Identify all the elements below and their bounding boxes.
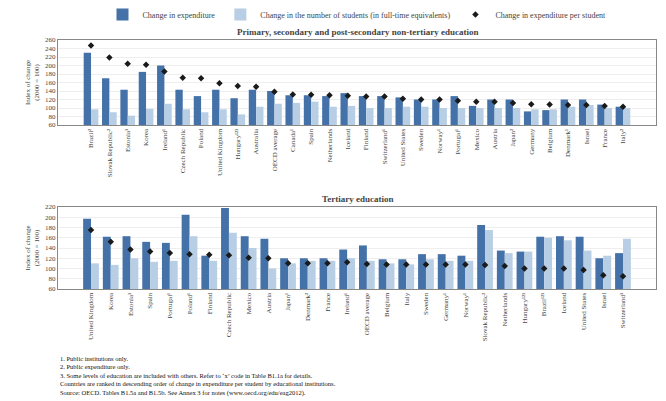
svg-text:Belgium: Belgium xyxy=(383,292,391,317)
svg-text:Netherlands: Netherlands xyxy=(326,129,334,163)
svg-text:Ireland¹: Ireland¹ xyxy=(343,293,351,315)
svg-text:260: 260 xyxy=(45,36,56,44)
svg-text:Sweden: Sweden xyxy=(422,292,430,315)
svg-text:Spain: Spain xyxy=(307,128,315,144)
svg-text:Japan²: Japan² xyxy=(509,129,517,147)
svg-text:120: 120 xyxy=(45,255,56,263)
svg-text:Denmark²: Denmark² xyxy=(304,293,312,321)
svg-text:Slovak Republic²: Slovak Republic² xyxy=(106,129,114,178)
svg-text:United Kingdom: United Kingdom xyxy=(216,128,224,176)
svg-text:Mexico: Mexico xyxy=(473,128,481,150)
svg-text:140: 140 xyxy=(45,87,56,95)
svg-text:Poland¹: Poland¹ xyxy=(186,293,194,315)
svg-text:Ireland¹: Ireland¹ xyxy=(161,129,169,151)
svg-text:OECD average: OECD average xyxy=(271,129,279,172)
svg-text:Germany: Germany xyxy=(528,128,536,155)
svg-text:Czech Republic: Czech Republic xyxy=(179,129,187,174)
svg-text:Norway¹: Norway¹ xyxy=(462,293,470,318)
svg-text:United Kingdom: United Kingdom xyxy=(87,292,95,340)
svg-text:Australia: Australia xyxy=(252,128,260,155)
svg-text:OECD average: OECD average xyxy=(363,293,371,336)
svg-text:Switzerland¹: Switzerland¹ xyxy=(381,129,389,165)
svg-text:220: 220 xyxy=(45,203,56,211)
svg-text:Brazil²: Brazil² xyxy=(87,129,95,148)
svg-text:180: 180 xyxy=(45,70,56,78)
svg-text:Change in the number of studen: Change in the number of students (in ful… xyxy=(260,11,450,20)
svg-text:Index of change(2000 = 100): Index of change(2000 = 100) xyxy=(24,225,41,270)
svg-text:Italy: Italy xyxy=(403,292,411,305)
svg-text:Finland: Finland xyxy=(206,292,214,314)
svg-text:1. Public institutions only.2.: 1. Public institutions only.2. Public ex… xyxy=(60,355,336,397)
svg-text:United States: United States xyxy=(580,293,588,331)
svg-text:Sweden: Sweden xyxy=(417,128,425,151)
svg-text:200: 200 xyxy=(45,62,56,70)
svg-text:Primary, secondary and post-se: Primary, secondary and post-secondary no… xyxy=(237,27,478,37)
svg-text:Estonia³: Estonia³ xyxy=(127,293,135,316)
svg-text:160: 160 xyxy=(45,234,56,242)
svg-text:Netherlands: Netherlands xyxy=(501,293,509,327)
svg-text:Iceland: Iceland xyxy=(344,128,352,149)
svg-text:Austria: Austria xyxy=(265,292,273,314)
svg-text:Korea: Korea xyxy=(107,292,115,310)
svg-text:Denmark¹: Denmark¹ xyxy=(564,129,572,157)
svg-text:Index of change(2000 = 100): Index of change(2000 = 100) xyxy=(24,60,41,105)
svg-text:Estonia³: Estonia³ xyxy=(124,129,132,152)
svg-text:Belgium: Belgium xyxy=(546,128,554,153)
svg-text:220: 220 xyxy=(45,53,56,61)
svg-text:United States: United States xyxy=(399,129,407,167)
svg-text:Korea: Korea xyxy=(142,128,150,146)
svg-text:120: 120 xyxy=(45,96,56,104)
svg-text:Slovak Republic²: Slovak Republic² xyxy=(481,293,489,342)
svg-text:Finland: Finland xyxy=(362,128,370,150)
svg-text:France: France xyxy=(324,293,332,312)
svg-text:Change in expenditure: Change in expenditure xyxy=(143,11,216,20)
svg-text:Canada¹: Canada¹ xyxy=(289,129,297,152)
svg-text:Italy²: Italy² xyxy=(619,129,627,144)
svg-text:Portugal¹: Portugal¹ xyxy=(454,129,462,155)
svg-text:80: 80 xyxy=(49,113,57,121)
svg-text:80: 80 xyxy=(49,275,57,283)
svg-text:Switzerland³: Switzerland³ xyxy=(619,293,627,329)
svg-text:Brazil¹²³: Brazil¹²³ xyxy=(540,293,548,316)
svg-text:Tertiary education: Tertiary education xyxy=(322,194,393,204)
svg-text:Spain: Spain xyxy=(146,292,154,308)
svg-text:60: 60 xyxy=(49,285,57,293)
svg-text:Mexico: Mexico xyxy=(245,292,253,314)
svg-text:Austria: Austria xyxy=(491,128,499,150)
svg-text:Hungary¹²³: Hungary¹²³ xyxy=(521,293,529,324)
svg-text:France: France xyxy=(601,129,609,148)
svg-text:200: 200 xyxy=(45,214,56,222)
svg-text:Israel: Israel xyxy=(583,129,591,145)
svg-text:Norway¹: Norway¹ xyxy=(436,129,444,154)
svg-text:Portugal¹: Portugal¹ xyxy=(166,293,174,319)
svg-text:Japan¹: Japan¹ xyxy=(284,293,292,311)
svg-text:160: 160 xyxy=(45,79,56,87)
svg-text:100: 100 xyxy=(45,265,56,273)
svg-text:Poland: Poland xyxy=(197,128,205,148)
svg-text:100: 100 xyxy=(45,104,56,112)
svg-text:180: 180 xyxy=(45,224,56,232)
svg-text:Iceland: Iceland xyxy=(560,292,568,313)
svg-text:140: 140 xyxy=(45,244,56,252)
svg-text:Hungary¹²³: Hungary¹²³ xyxy=(234,129,242,160)
svg-text:Change in expenditure per stud: Change in expenditure per student xyxy=(495,11,606,20)
svg-text:Israel: Israel xyxy=(600,293,608,309)
svg-text:Germany¹: Germany¹ xyxy=(442,293,450,321)
svg-text:Czech Republic: Czech Republic xyxy=(225,293,233,338)
svg-text:60: 60 xyxy=(49,121,57,129)
svg-text:240: 240 xyxy=(45,45,56,53)
